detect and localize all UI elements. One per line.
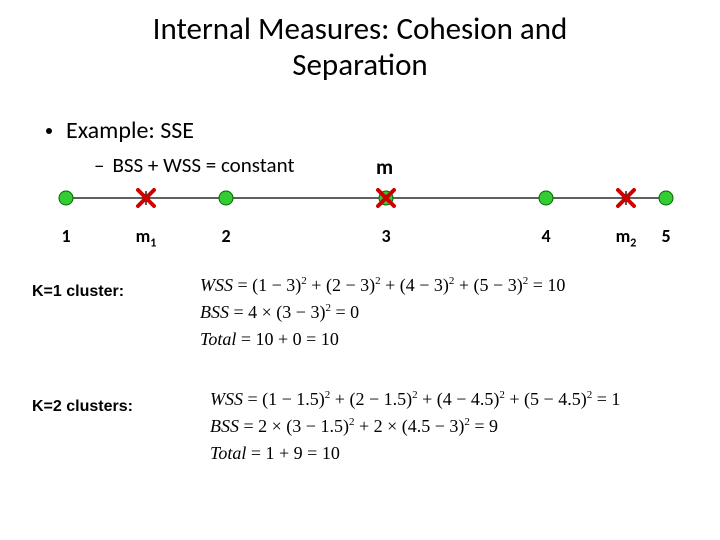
bullet-bss-wss: –BSS + WSS = constant bbox=[94, 152, 294, 178]
k2-equations: WSS = (1 − 1.5)2 + (2 − 1.5)2 + (4 − 4.5… bbox=[210, 386, 620, 467]
k2-total: Total = 1 + 9 = 10 bbox=[210, 440, 620, 467]
axis-label: 1 bbox=[61, 225, 70, 247]
axis-label: 4 bbox=[541, 225, 550, 247]
axis-label: 5 bbox=[661, 225, 670, 247]
k2-wss: WSS = (1 − 1.5)2 + (2 − 1.5)2 + (4 − 4.5… bbox=[210, 386, 620, 413]
number-line-svg bbox=[44, 178, 674, 224]
k1-cluster-label: K=1 cluster: bbox=[32, 283, 124, 301]
k1-equations: WSS = (1 − 3)2 + (2 − 3)2 + (4 − 3)2 + (… bbox=[200, 272, 565, 353]
k2-bss: BSS = 2 × (3 − 1.5)2 + 2 × (4.5 − 3)2 = … bbox=[210, 413, 620, 440]
bullet-dot-icon bbox=[46, 128, 52, 134]
bullet-dash-icon: – bbox=[94, 152, 104, 178]
bullet-example-sse: Example: SSE bbox=[46, 116, 194, 145]
title-line-1: Internal Measures: Cohesion and bbox=[153, 10, 568, 48]
k1-wss: WSS = (1 − 3)2 + (2 − 3)2 + (4 − 3)2 + (… bbox=[200, 272, 565, 299]
slide-title: Internal Measures: Cohesion and Separati… bbox=[0, 0, 720, 83]
title-line-2: Separation bbox=[292, 46, 427, 84]
bullet-l1-text: Example: SSE bbox=[66, 116, 194, 145]
axis-label: m1 bbox=[136, 225, 157, 251]
axis-label: m2 bbox=[616, 225, 637, 251]
bullet-l2-text: BSS + WSS = constant bbox=[112, 152, 294, 178]
axis-label: 2 bbox=[221, 225, 230, 247]
axis-label: 3 bbox=[381, 225, 390, 247]
m-label-top: m bbox=[376, 154, 393, 180]
k1-bss: BSS = 4 × (3 − 3)2 = 0 bbox=[200, 299, 565, 326]
k2-clusters-label: K=2 clusters: bbox=[32, 398, 133, 416]
k1-total: Total = 10 + 0 = 10 bbox=[200, 326, 565, 353]
